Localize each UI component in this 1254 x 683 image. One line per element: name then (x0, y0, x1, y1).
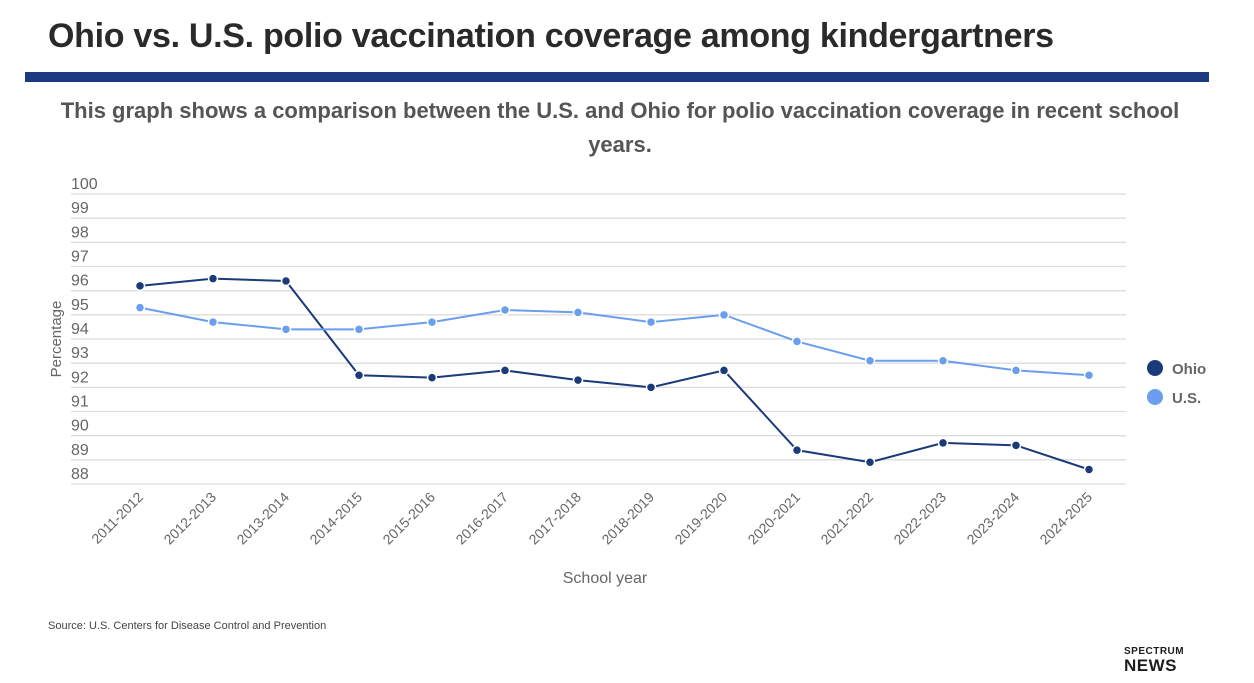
data-point-us (572, 307, 584, 318)
data-point-ohio (937, 437, 949, 449)
x-tick-label: 2017-2018 (525, 489, 584, 548)
x-tick-label: 2012-2013 (160, 489, 219, 548)
source-note: Source: U.S. Centers for Disease Control… (48, 620, 327, 632)
legend-label-us: U.S. (1172, 390, 1201, 407)
x-tick-label: 2016-2017 (452, 489, 511, 548)
y-tick-label: 92 (71, 369, 89, 386)
x-tick-label: 2023-2024 (963, 489, 1022, 548)
y-tick-label: 89 (71, 442, 89, 459)
spectrum-news-logo: SPECTRUM NEWS (1124, 646, 1185, 675)
y-tick-label: 94 (71, 321, 89, 338)
y-tick-label: 100 (71, 176, 98, 193)
x-tick-label: 2013-2014 (233, 489, 292, 548)
data-point-us (645, 316, 657, 328)
data-point-ohio (645, 382, 657, 393)
title-divider (25, 72, 1209, 82)
data-point-ohio (426, 372, 438, 383)
data-point-ohio (572, 374, 584, 386)
y-tick-label: 99 (71, 200, 89, 217)
data-point-ohio (280, 275, 292, 287)
data-point-us (937, 355, 949, 366)
x-tick-label: 2014-2015 (306, 489, 365, 548)
x-tick-label: 2019-2020 (671, 489, 730, 548)
data-point-ohio (1010, 440, 1022, 451)
y-tick-label: 91 (71, 394, 89, 411)
data-point-us (207, 316, 219, 328)
x-tick-label: 2021-2022 (817, 489, 876, 548)
x-tick-label: 2015-2016 (379, 489, 438, 548)
legend-label-ohio: Ohio (1172, 361, 1206, 378)
y-tick-label: 98 (71, 224, 89, 241)
data-point-us (718, 309, 730, 321)
chart-title: Ohio vs. U.S. polio vaccination coverage… (48, 17, 1054, 55)
data-point-us (353, 324, 365, 335)
y-tick-label: 88 (71, 466, 89, 483)
y-tick-label: 90 (71, 418, 89, 435)
legend-marker-ohio (1147, 360, 1163, 376)
data-point-us (499, 304, 511, 316)
data-point-us (791, 336, 803, 347)
series-line-us (139, 306, 1090, 377)
data-point-ohio (864, 457, 876, 468)
y-tick-label: 96 (71, 273, 89, 290)
data-point-us (280, 324, 292, 335)
chart-subtitle: This graph shows a comparison between th… (60, 98, 1180, 157)
legend-marker-us (1147, 389, 1163, 405)
data-point-us (134, 302, 146, 313)
data-point-us (1010, 365, 1022, 376)
series-line-ohio (139, 277, 1090, 471)
x-axis-label: School year (563, 570, 648, 587)
y-tick-label: 93 (71, 345, 89, 362)
x-tick-label: 2024-2025 (1036, 489, 1095, 548)
x-tick-label: 2022-2023 (890, 489, 949, 548)
data-point-us (426, 316, 438, 328)
data-point-ohio (134, 280, 146, 292)
data-point-us (1083, 370, 1095, 381)
data-point-us (864, 355, 876, 366)
data-point-ohio (353, 370, 365, 381)
data-point-ohio (791, 444, 803, 456)
data-point-ohio (718, 365, 730, 376)
x-tick-label: 2011-2012 (88, 489, 146, 547)
y-tick-label: 95 (71, 297, 89, 314)
y-tick-label: 97 (71, 249, 89, 266)
x-tick-label: 2018-2019 (598, 489, 657, 548)
data-point-ohio (499, 365, 511, 376)
x-tick-label: 2020-2021 (744, 489, 803, 548)
data-point-ohio (1083, 464, 1095, 475)
data-point-ohio (207, 273, 219, 284)
y-axis-label: Percentage (48, 301, 65, 378)
